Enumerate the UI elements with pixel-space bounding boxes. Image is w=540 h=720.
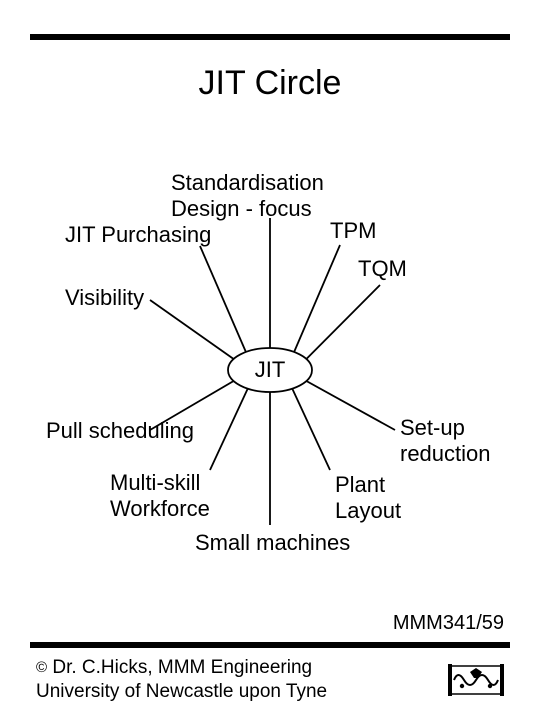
spoke-label-visibility: Visibility — [65, 285, 144, 311]
center-label: JIT — [250, 357, 290, 383]
footer-line1: Dr. C.Hicks, MMM Engineering — [52, 657, 312, 678]
spoke-label-standardisation: StandardisationDesign - focus — [171, 170, 324, 223]
spoke-label-pull: Pull scheduling — [46, 418, 194, 444]
spoke-label-setup: Set-upreduction — [400, 415, 491, 468]
bottom-rule — [30, 642, 510, 648]
page-title: JIT Circle — [0, 64, 540, 103]
copyright-symbol: © — [36, 659, 47, 676]
page-number: MMM341/59 — [393, 612, 504, 635]
spoke-label-plant: PlantLayout — [335, 472, 401, 525]
footer-line2: University of Newcastle upon Tyne — [36, 681, 327, 702]
spoke-label-tqm: TQM — [358, 256, 407, 282]
spoke-label-multi: Multi-skillWorkforce — [110, 470, 210, 523]
spoke-label-tpm: TPM — [330, 218, 376, 244]
spoke-label-jitp: JIT Purchasing — [65, 222, 211, 248]
footer: © Dr. C.Hicks, MMM Engineering Universit… — [36, 656, 327, 704]
crest-icon — [448, 660, 504, 700]
top-rule — [30, 34, 510, 40]
spoke-label-small: Small machines — [195, 530, 350, 556]
